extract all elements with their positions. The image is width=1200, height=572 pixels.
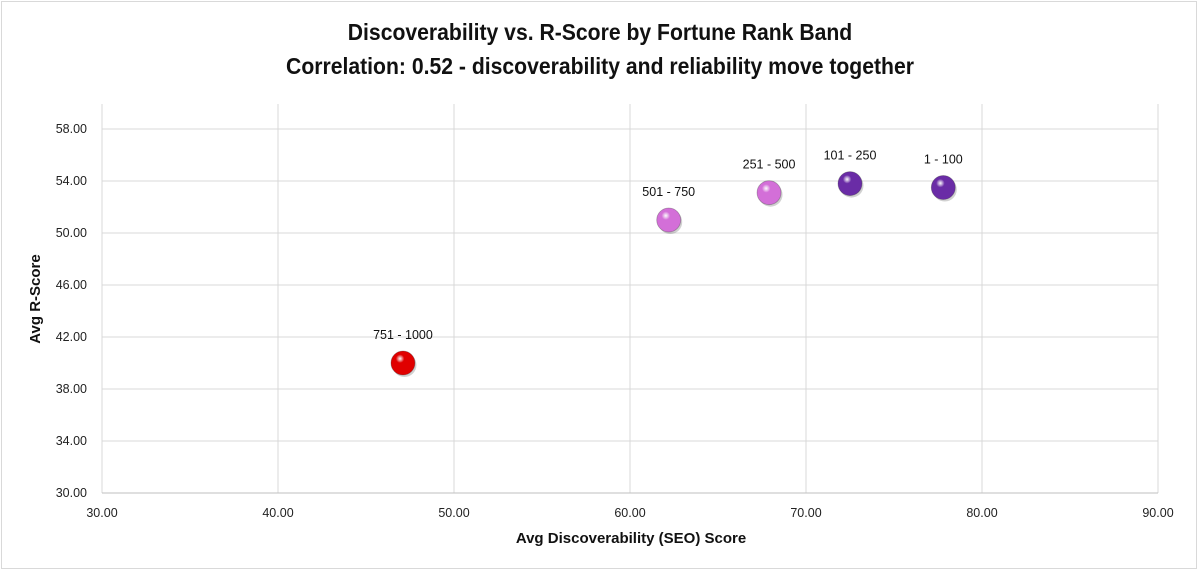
y-tick-label: 50.00 (56, 226, 87, 240)
x-tick-label: 40.00 (262, 506, 293, 520)
data-label: 751 - 1000 (373, 328, 433, 342)
data-points: 751 - 1000 501 - 750 251 - 500 101 - 250 1 -… (373, 149, 963, 377)
x-tick-label: 30.00 (86, 506, 117, 520)
chart-title: Discoverability vs. R-Score by Fortune R… (347, 19, 853, 45)
x-tick-label: 70.00 (790, 506, 821, 520)
x-axis-label: Avg Discoverability (SEO) Score (516, 530, 746, 547)
y-tick-label: 58.00 (56, 122, 87, 136)
tick-labels: 30.00 34.00 38.00 42.00 46.00 50.00 54.00 58.00… (56, 122, 1174, 520)
data-label: 251 - 500 (743, 158, 796, 172)
x-tick-label: 60.00 (614, 506, 645, 520)
x-tick-label: 50.00 (438, 506, 469, 520)
y-tick-label: 42.00 (56, 330, 87, 344)
y-tick-label: 46.00 (56, 278, 87, 292)
data-point (390, 350, 416, 376)
data-label: 101 - 250 (824, 149, 877, 163)
y-tick-label: 30.00 (56, 486, 87, 500)
data-point (837, 171, 863, 197)
data-point (930, 175, 956, 200)
x-tick-label: 90.00 (1142, 506, 1173, 520)
y-axis-label: Avg R-Score (27, 254, 44, 343)
y-tick-label: 34.00 (56, 434, 87, 448)
data-label: 501 - 750 (642, 185, 695, 199)
chart-subtitle: Correlation: 0.52 - discoverability and … (286, 53, 914, 79)
data-point (656, 207, 682, 233)
y-tick-label: 38.00 (56, 382, 87, 396)
gridlines (101, 104, 1159, 494)
y-tick-label: 54.00 (56, 174, 87, 188)
data-point (756, 180, 782, 206)
data-label: 1 - 100 (924, 153, 963, 167)
x-tick-label: 80.00 (966, 506, 997, 520)
